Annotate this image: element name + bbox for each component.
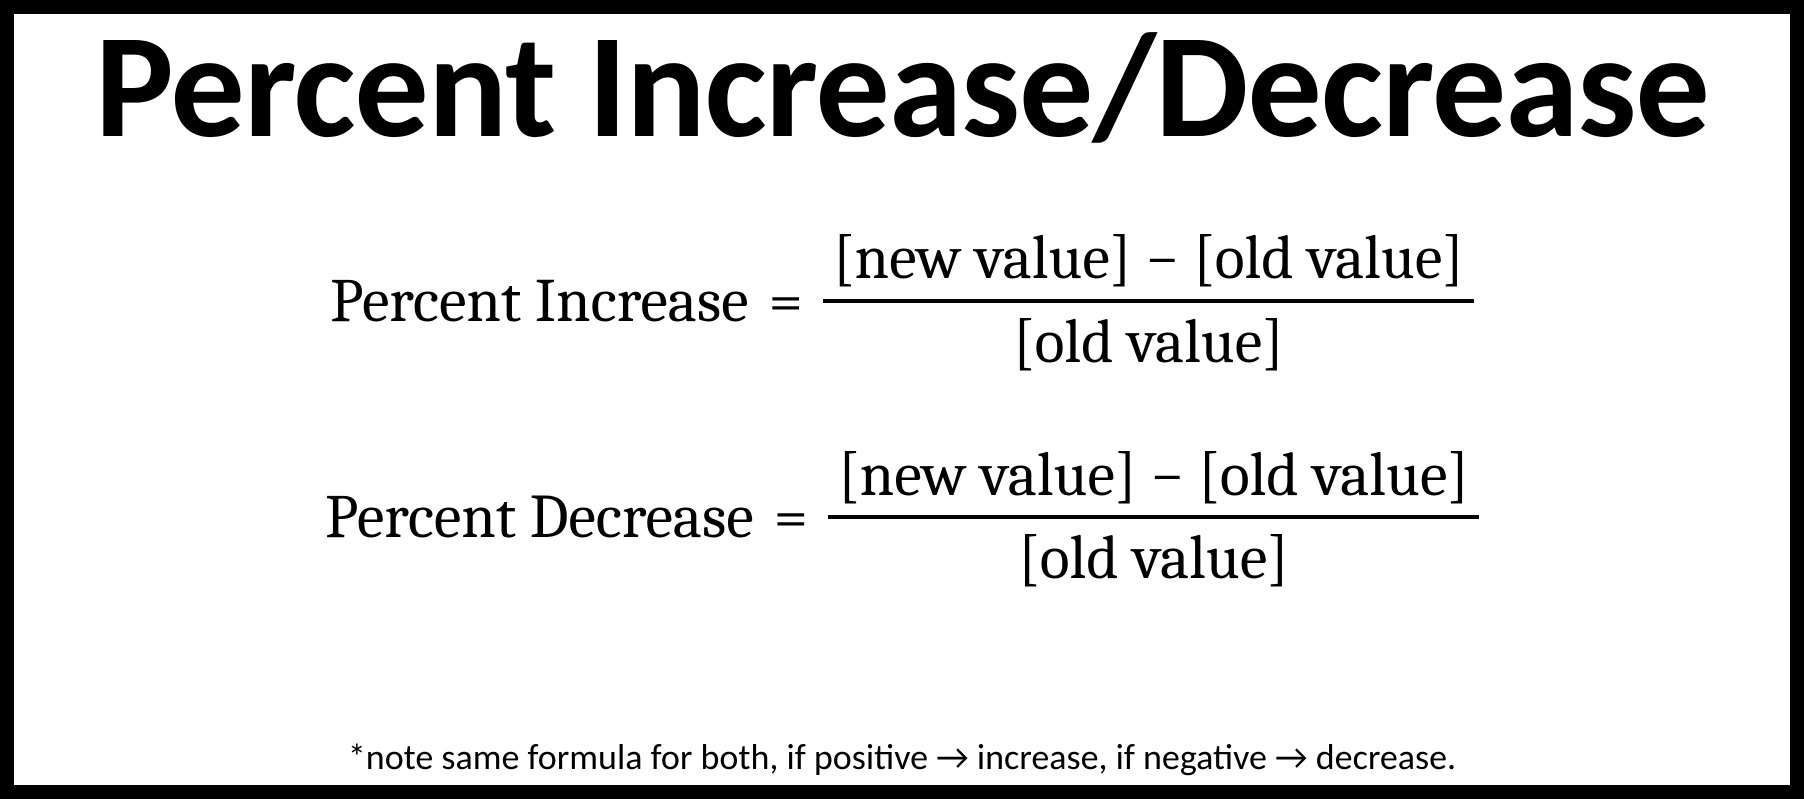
percent-increase-numerator: [new value] − [old value] — [823, 223, 1474, 298]
card-title: Percent Increase/Decrease — [14, 8, 1790, 163]
percent-decrease-denominator: [old value] — [1018, 519, 1289, 594]
percent-decrease-fraction: [new value] − [old value] [old value] — [828, 440, 1479, 595]
percent-decrease-label: Percent Decrease — [325, 481, 754, 553]
percent-increase-denominator: [old value] — [1013, 303, 1284, 378]
equals-sign: = — [748, 265, 822, 337]
formulas-area: Percent Increase = [new value] − [old va… — [14, 163, 1790, 735]
percent-decrease-formula: Percent Decrease = [new value] − [old va… — [14, 440, 1790, 595]
footnote: *note same formula for both, if positive… — [14, 735, 1790, 785]
formula-card: Percent Increase/Decrease Percent Increa… — [0, 0, 1804, 799]
percent-increase-label: Percent Increase — [330, 265, 748, 337]
percent-increase-fraction: [new value] − [old value] [old value] — [823, 223, 1474, 378]
equals-sign: = — [754, 481, 828, 553]
percent-increase-formula: Percent Increase = [new value] − [old va… — [14, 223, 1790, 378]
percent-decrease-numerator: [new value] − [old value] — [828, 440, 1479, 515]
